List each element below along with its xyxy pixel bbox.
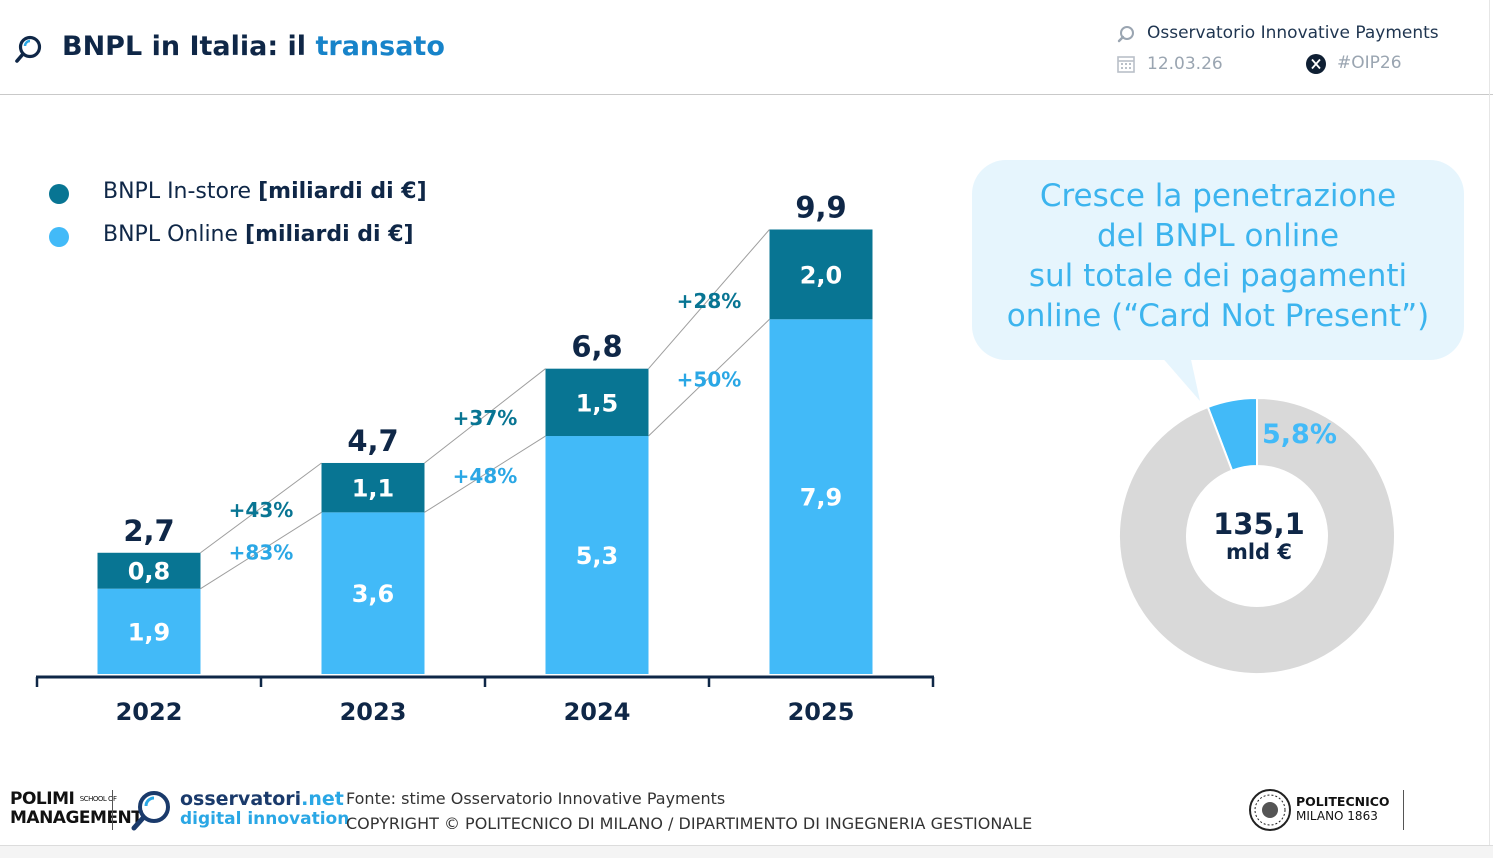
x-tick-label-2025: 2025 xyxy=(788,698,855,726)
bar-chart: 1,9 0,8 2,7 2022 3,6 1,1 4,7 2023 5,3 1,5 6,8 2024 7… xyxy=(35,190,935,726)
title-main: BNPL in Italia: il xyxy=(62,31,307,62)
legend-online-unit: [miliardi di €] xyxy=(245,222,414,247)
growth-label-online-0: +83% xyxy=(229,541,294,565)
data-label-online-2024: 5,3 xyxy=(576,542,619,570)
observatory-icon xyxy=(1117,26,1134,43)
connector-online-2 xyxy=(648,318,770,437)
donut-center-unit: mld € xyxy=(1226,540,1292,564)
legend-swatch-instore xyxy=(49,184,69,204)
connector-online-0 xyxy=(200,511,322,590)
legend-instore-unit: [miliardi di €] xyxy=(258,179,427,204)
growth-label-instore-1: +37% xyxy=(453,406,518,430)
politecnico-seal-icon xyxy=(1249,789,1291,831)
polimi-line2: MANAGEMENT xyxy=(10,808,143,828)
osservatori-logo-icon xyxy=(131,791,170,831)
page-title: BNPL in Italia: il transato xyxy=(62,31,445,62)
growth-label-online-2: +50% xyxy=(677,368,742,392)
source-text: Fonte: stime Osservatorio Innovative Pay… xyxy=(346,789,726,808)
callout-line-3: sul totale dei pagamenti xyxy=(1028,258,1408,294)
connector-instore-2 xyxy=(648,229,770,370)
data-label-instore-2025: 2,0 xyxy=(800,261,843,289)
donut-slice-label: 5,8% xyxy=(1262,419,1337,450)
total-label-2025: 9,9 xyxy=(795,190,846,224)
legend-instore-label: BNPL In-store xyxy=(103,179,252,204)
x-logo-icon xyxy=(1306,54,1326,74)
footer-separator-right xyxy=(1403,790,1404,830)
callout-line-2: del BNPL online xyxy=(1096,218,1340,254)
x-tick-label-2023: 2023 xyxy=(340,698,407,726)
hashtag-text: #OIP26 xyxy=(1337,53,1402,73)
politecnico-line2: MILANO 1863 xyxy=(1296,809,1378,823)
total-label-2024: 6,8 xyxy=(571,330,622,364)
callout-line-1: Cresce la penetrazione xyxy=(1039,178,1397,214)
donut-center-value: 135,1 xyxy=(1213,507,1305,541)
total-label-2023: 4,7 xyxy=(347,424,398,458)
bar-online-2025 xyxy=(769,319,873,674)
polimi-school: SCHOOL OF xyxy=(79,795,117,803)
page-edge xyxy=(1489,0,1490,857)
date-text: 12.03.26 xyxy=(1147,54,1223,74)
polimi-line1: POLIMI xyxy=(10,789,75,809)
callout-text: Cresce la penetrazione del BNPL online s… xyxy=(972,176,1464,336)
connector-instore-1 xyxy=(424,368,546,464)
bar-online-2022 xyxy=(97,588,201,674)
callout-pointer xyxy=(1160,355,1200,401)
total-label-2022: 2,7 xyxy=(123,514,174,548)
data-label-instore-2023: 1,1 xyxy=(352,475,395,503)
source-note: Fonte: stime Osservatorio Innovative Pay… xyxy=(346,786,1032,836)
bar-instore-2023 xyxy=(321,462,425,513)
footer-bar xyxy=(0,845,1493,858)
data-label-online-2022: 1,9 xyxy=(128,618,171,646)
connector-instore-0 xyxy=(200,462,322,554)
donut-slice-rest xyxy=(1118,396,1396,675)
growth-label-instore-0: +43% xyxy=(229,498,294,522)
footer-separator xyxy=(112,790,113,830)
bar-online-2024 xyxy=(545,436,649,674)
osservatori-logo: osservatori.net digital innovation xyxy=(180,788,349,828)
legend-online-label: BNPL Online xyxy=(103,222,239,247)
copyright-text: COPYRIGHT © POLITECNICO DI MILANO / DIPA… xyxy=(346,814,1033,833)
osserv-name: osservatori xyxy=(180,788,302,810)
x-tick-label-2024: 2024 xyxy=(564,698,631,726)
bar-instore-2025 xyxy=(769,229,873,320)
connector-online-1 xyxy=(424,435,546,513)
data-label-instore-2022: 0,8 xyxy=(128,558,171,586)
data-label-online-2025: 7,9 xyxy=(800,484,843,512)
osserv-tld: .net xyxy=(301,788,344,810)
polimi-logo: POLIMI SCHOOL OF MANAGEMENT xyxy=(10,789,143,828)
title-accent: transato xyxy=(315,31,445,62)
osserv-sub: digital innovation xyxy=(180,809,350,829)
politecnico-logo: POLITECNICO MILANO 1863 xyxy=(1296,794,1390,824)
header-divider xyxy=(0,94,1493,95)
legend-item-online: BNPL Online [miliardi di €] xyxy=(103,222,414,247)
bar-instore-2022 xyxy=(97,552,201,589)
data-label-online-2023: 3,6 xyxy=(352,580,395,608)
legend-item-instore: BNPL In-store [miliardi di €] xyxy=(103,179,427,204)
growth-label-online-1: +48% xyxy=(453,464,518,488)
calendar-icon xyxy=(1117,56,1135,73)
callout-line-4: online (“Card Not Present”) xyxy=(1006,298,1430,334)
x-tick-label-2022: 2022 xyxy=(116,698,183,726)
legend-swatch-online xyxy=(49,227,69,247)
bar-instore-2024 xyxy=(545,368,649,437)
osservatori-magnifier-icon xyxy=(15,35,42,63)
data-label-instore-2024: 1,5 xyxy=(576,389,619,417)
callout-bubble xyxy=(972,160,1464,360)
politecnico-line1: POLITECNICO xyxy=(1296,794,1390,809)
observatory-name: Osservatorio Innovative Payments xyxy=(1147,23,1439,43)
growth-label-instore-2: +28% xyxy=(677,289,742,313)
bar-online-2023 xyxy=(321,512,425,674)
